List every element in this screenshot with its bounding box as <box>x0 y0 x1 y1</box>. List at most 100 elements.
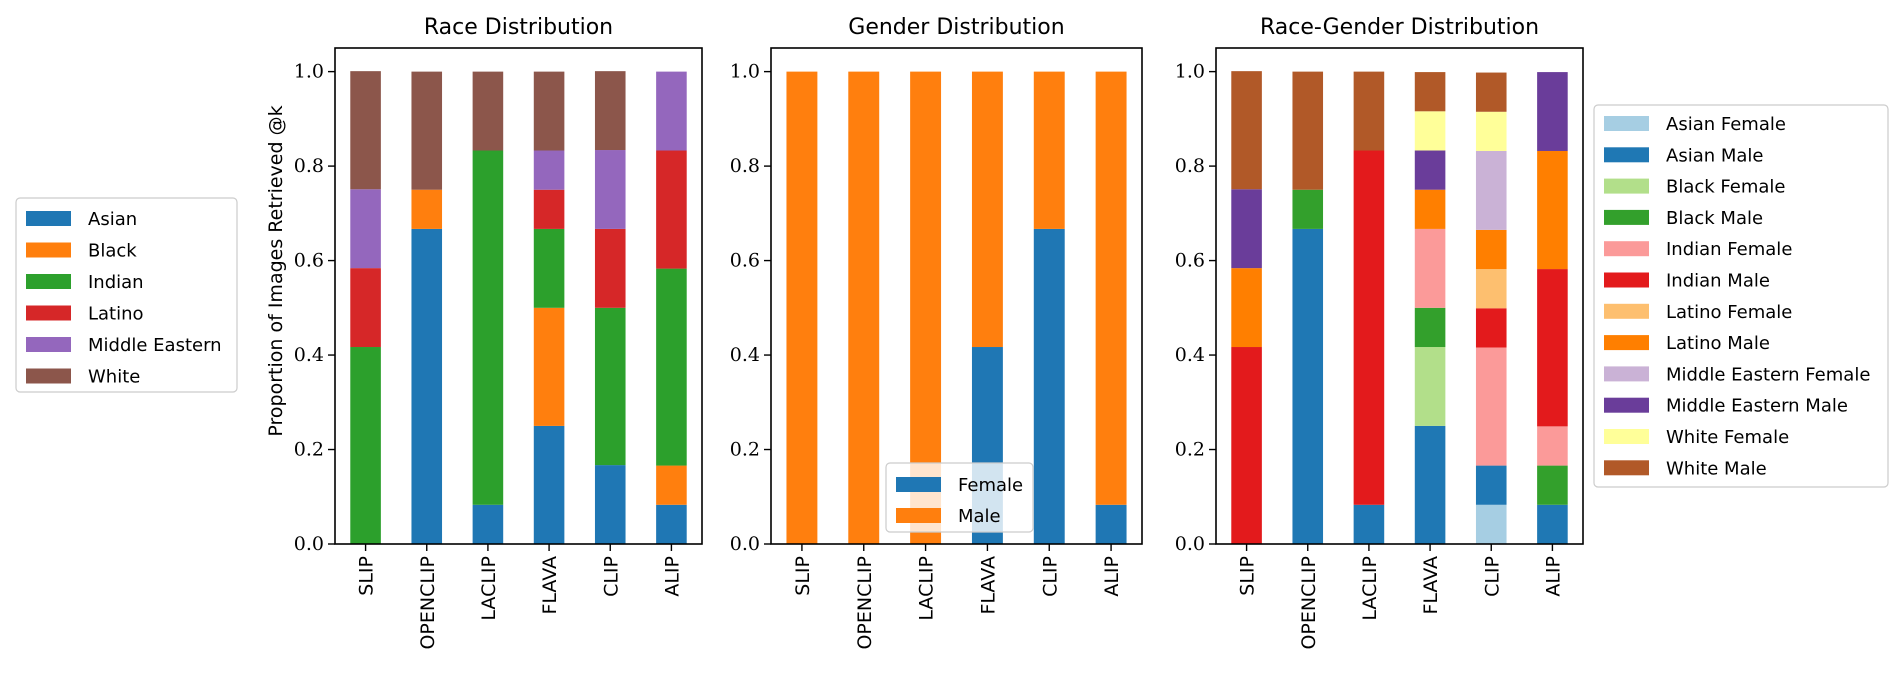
bar-segment <box>1537 465 1568 505</box>
legend-label: Indian Male <box>1666 271 1770 292</box>
legend-label: Male <box>958 506 1001 527</box>
chart-title: Gender Distribution <box>848 15 1064 40</box>
legend-swatch <box>1604 303 1649 319</box>
legend-label: White Male <box>1666 458 1767 479</box>
chart-title: Race-Gender Distribution <box>1260 15 1539 40</box>
legend: Asian Black Indian Latino Middle Eastern Whit… <box>15 197 238 393</box>
bar-segment <box>594 228 626 308</box>
bar-segment <box>656 268 687 466</box>
legend: Asian Female Asian Male Black Female Black … <box>1593 104 1889 488</box>
x-tick-label: SLIP <box>792 556 814 596</box>
bar-segment <box>1475 504 1507 544</box>
bar-segment <box>1475 465 1507 505</box>
y-tick-label: 0.8 <box>1175 155 1205 177</box>
legend-swatch <box>1604 209 1649 225</box>
y-tick-label: 1.0 <box>294 61 324 83</box>
legend-swatch <box>26 211 71 226</box>
legend-swatch <box>26 368 71 384</box>
chart-2: 0.0 0.2 0.4 0.6 0.8 1.0 SLIP OPENCLIP LACLIP FLAV… <box>1175 15 1889 650</box>
legend-swatch <box>896 477 941 492</box>
bar-segment <box>1475 111 1507 151</box>
bar-segment <box>472 150 504 505</box>
bar-segment <box>1292 228 1324 545</box>
bar-segment <box>656 465 687 505</box>
bar-segment <box>1414 307 1446 348</box>
legend-swatch <box>26 242 71 258</box>
x-tick-label: CLIP <box>1481 556 1503 597</box>
bar-segment <box>594 307 626 466</box>
bar-segment <box>656 504 687 544</box>
x-tick-label: OPENCLIP <box>417 556 439 650</box>
legend-label: Black Female <box>1666 177 1786 198</box>
x-tick-label: FLAVA <box>1420 556 1442 615</box>
legend-swatch <box>1604 178 1649 194</box>
legend-swatch <box>1604 366 1649 382</box>
x-tick-label: CLIP <box>1039 556 1061 597</box>
legend-swatch <box>26 337 71 352</box>
chart-0: 0.0 0.2 0.4 0.6 0.8 1.0 SLIP OPENCLIP LACLIP FLAV… <box>15 15 703 650</box>
bar-segment <box>1475 229 1507 270</box>
legend-label: Latino <box>88 304 144 325</box>
bar-segment <box>1414 189 1446 229</box>
x-tick-label: OPENCLIP <box>854 556 876 650</box>
bar-segment <box>1353 71 1385 151</box>
x-tick-label: SLIP <box>356 556 378 596</box>
bar-segment <box>1414 425 1446 544</box>
bar-segment <box>656 71 687 151</box>
legend-label: Black <box>88 241 137 262</box>
bar-segment <box>411 71 443 190</box>
legend-box <box>1593 104 1889 488</box>
bar-segment <box>472 71 504 151</box>
legend-label: Asian <box>88 209 137 230</box>
legend-label: Female <box>958 475 1023 496</box>
bar-segment <box>533 150 565 190</box>
legend-swatch <box>1604 241 1649 257</box>
bar-segment <box>1414 228 1446 308</box>
axes-frame <box>334 47 703 545</box>
bar-segment <box>1353 504 1385 544</box>
y-tick-label: 1.0 <box>730 61 760 83</box>
y-tick-label: 0.6 <box>294 250 324 272</box>
bar-segment <box>1353 150 1385 505</box>
legend-swatch <box>1604 460 1649 476</box>
y-tick-label: 0.8 <box>730 155 760 177</box>
y-tick-label: 0.8 <box>294 155 324 177</box>
y-tick-label: 0.6 <box>730 250 760 272</box>
legend-label: Indian Female <box>1666 239 1792 260</box>
bar-segment <box>786 71 818 545</box>
bar-segment <box>1095 71 1127 505</box>
legend-swatch <box>1604 272 1649 288</box>
y-tick-label: 0.0 <box>1175 533 1205 555</box>
bar-segment <box>848 71 880 545</box>
bar-segment <box>1475 308 1507 348</box>
chart-1: 0.0 0.2 0.4 0.6 0.8 1.0 SLIP OPENCLIP LACLIP FLAV… <box>730 15 1143 650</box>
legend-label: Middle Eastern Female <box>1666 364 1870 385</box>
bar-segment <box>1231 71 1262 190</box>
bar-segment <box>350 268 381 348</box>
bar-segment <box>533 307 565 426</box>
x-tick-label: CLIP <box>600 556 622 597</box>
bar-segment <box>1292 189 1324 229</box>
bar-segment <box>472 504 504 544</box>
y-tick-label: 0.0 <box>730 533 760 555</box>
bar-segment <box>350 347 381 544</box>
y-tick-label: 1.0 <box>1175 61 1205 83</box>
legend-label: Middle Eastern <box>88 335 222 356</box>
legend-label: Middle Eastern Male <box>1666 396 1848 417</box>
y-tick-label: 0.2 <box>294 439 324 461</box>
y-tick-label: 0.6 <box>1175 250 1205 272</box>
bar-segment <box>594 150 626 229</box>
x-tick-label: LACLIP <box>916 556 938 621</box>
bar-segment <box>1537 426 1568 466</box>
legend-label: Asian Female <box>1666 114 1786 135</box>
bar-segment <box>411 228 443 545</box>
y-axis-label: Proportion of Images Retrieved @k <box>265 105 287 436</box>
x-tick-label: ALIP <box>661 556 683 597</box>
bar-segment <box>350 189 381 269</box>
legend-swatch <box>896 508 941 523</box>
x-tick-label: ALIP <box>1542 556 1564 597</box>
legend-swatch <box>1604 116 1649 131</box>
bar-segment <box>1537 504 1568 544</box>
bar-segment <box>1414 347 1446 426</box>
bar-segment <box>971 71 1003 348</box>
